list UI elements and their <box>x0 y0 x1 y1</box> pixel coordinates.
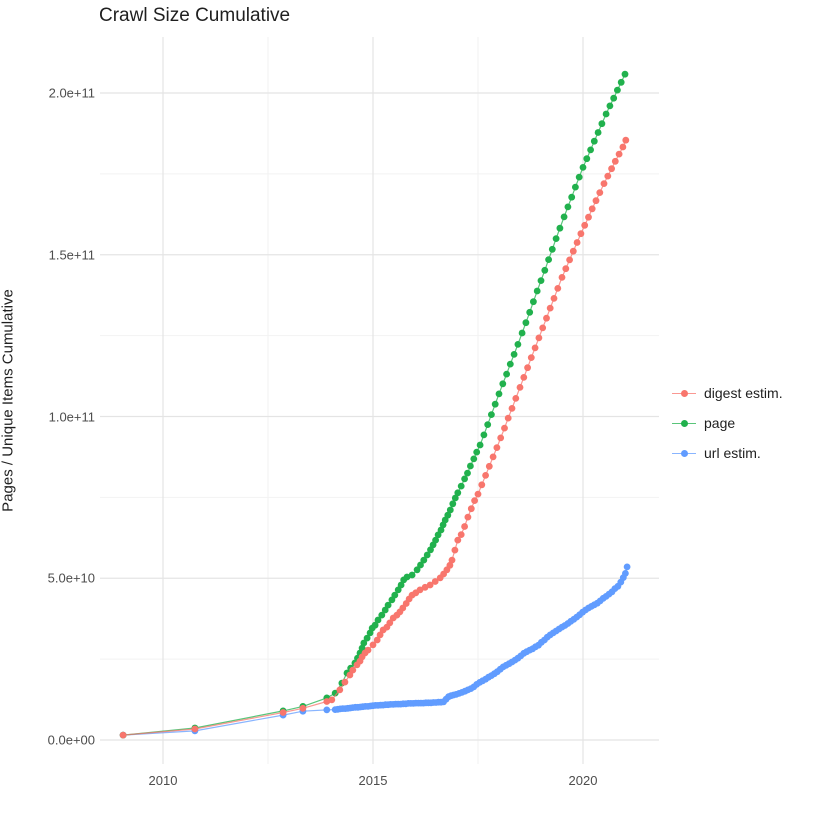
y-axis-title: Pages / Unique Items Cumulative <box>0 289 17 512</box>
legend-item-page: page <box>672 408 783 438</box>
y-tick-label: 2.0e+11 <box>48 85 95 101</box>
legend-item-digest-estim: digest estim. <box>672 378 783 408</box>
legend-label: page <box>704 415 736 431</box>
x-tick-label: 2020 <box>568 773 598 788</box>
legend-label: digest estim. <box>704 385 783 401</box>
x-tick-label: 2015 <box>358 773 388 788</box>
x-tick-label: 2010 <box>148 773 178 788</box>
legend-key-digest-icon <box>672 386 696 400</box>
series-line-url-estim- <box>123 566 628 736</box>
chart-title: Crawl Size Cumulative <box>99 5 291 26</box>
legend-key-page-icon <box>672 416 696 430</box>
legend-label: url estim. <box>704 445 761 461</box>
legend-item-url-estim: url estim. <box>672 438 783 468</box>
legend-key-url-icon <box>672 446 696 460</box>
y-tick-label: 0.0e+00 <box>47 732 95 748</box>
legend: digest estim. page url estim. <box>672 378 783 468</box>
y-tick-label: 5.0e+10 <box>47 570 95 586</box>
y-tick-label: 1.5e+11 <box>48 247 95 263</box>
y-tick-label: 1.0e+11 <box>48 409 95 425</box>
